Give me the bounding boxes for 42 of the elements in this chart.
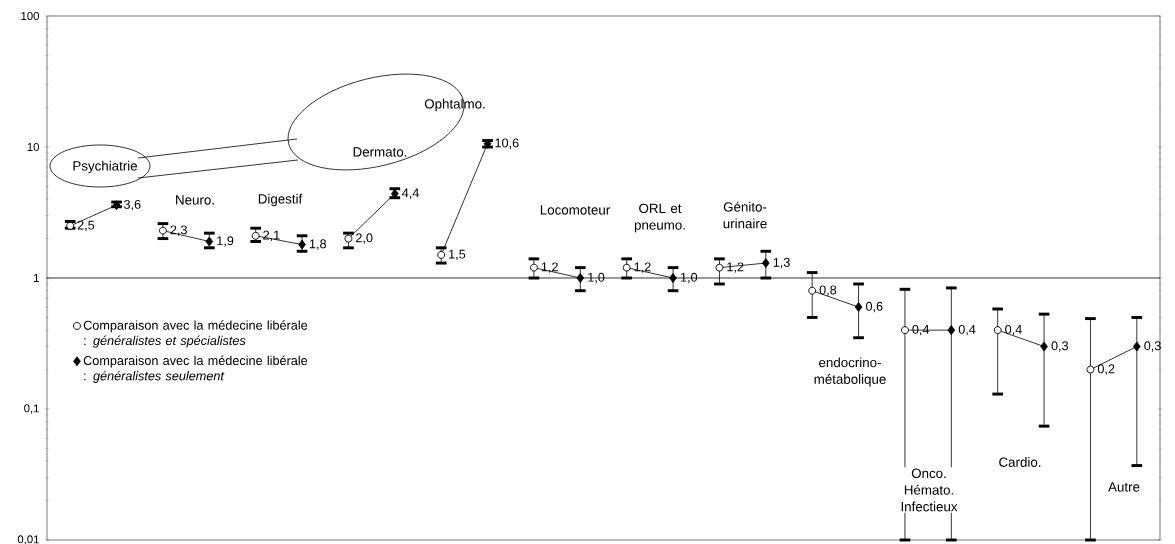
annotation: Dermato. xyxy=(353,147,407,157)
data-label: 0,6 xyxy=(866,301,883,313)
annotation: Autre xyxy=(1108,482,1140,492)
data-label: 0,2 xyxy=(1097,364,1115,375)
y-tick-label: 0,01 xyxy=(17,535,39,544)
annotation: Neuro. xyxy=(176,195,214,205)
data-label: 0,4 xyxy=(1005,324,1022,336)
annotation: Génito-urinaire xyxy=(723,201,767,229)
annotation: Locomoteur xyxy=(540,205,610,215)
y-tick-label: 1 xyxy=(34,274,39,282)
annotation: Cardio. xyxy=(999,457,1041,467)
data-label: 1,9 xyxy=(217,236,234,247)
annotation: Ophtalmo. xyxy=(424,98,485,112)
data-label: 0,3 xyxy=(1051,341,1069,352)
y-tick-label: 100 xyxy=(21,11,39,20)
legend-label: Comparaison avec la médecine libérale : généralistes seulement xyxy=(83,355,308,383)
data-label: 1,5 xyxy=(449,249,466,261)
data-label: 1,8 xyxy=(309,239,327,250)
annotation: ORL et pneumo. xyxy=(634,203,685,233)
data-label: 0,4 xyxy=(958,324,976,336)
data-label: 1,3 xyxy=(773,257,790,269)
annotation: Psychiatrie xyxy=(73,160,137,174)
data-label: 2,3 xyxy=(170,225,187,236)
data-label: 0,4 xyxy=(912,324,930,336)
legend-label: Comparaison avec la médecine libérale : généralistes et spécialistes xyxy=(83,320,308,348)
data-label: 1,2 xyxy=(541,262,558,273)
annotation: Onco. Hémato. Infectieux xyxy=(901,468,958,512)
data-label: 1,0 xyxy=(680,272,698,284)
data-label: 3,6 xyxy=(123,199,141,211)
data-label: 2,5 xyxy=(77,220,95,232)
data-label: 4,4 xyxy=(402,188,419,199)
data-label: 1,0 xyxy=(588,272,605,284)
data-label: 2,1 xyxy=(263,230,280,242)
data-label: 0,3 xyxy=(1144,341,1161,352)
y-tick-label: 10 xyxy=(27,143,39,151)
annotation: endocrino-métabolique xyxy=(814,357,886,387)
data-label: 2,0 xyxy=(356,233,373,244)
y-tick-label: 0,1 xyxy=(24,404,39,414)
annotation: Digestif xyxy=(258,193,303,207)
data-label: 10,6 xyxy=(495,138,519,149)
data-label: 0,8 xyxy=(819,285,837,296)
data-label: 1,2 xyxy=(634,262,651,273)
